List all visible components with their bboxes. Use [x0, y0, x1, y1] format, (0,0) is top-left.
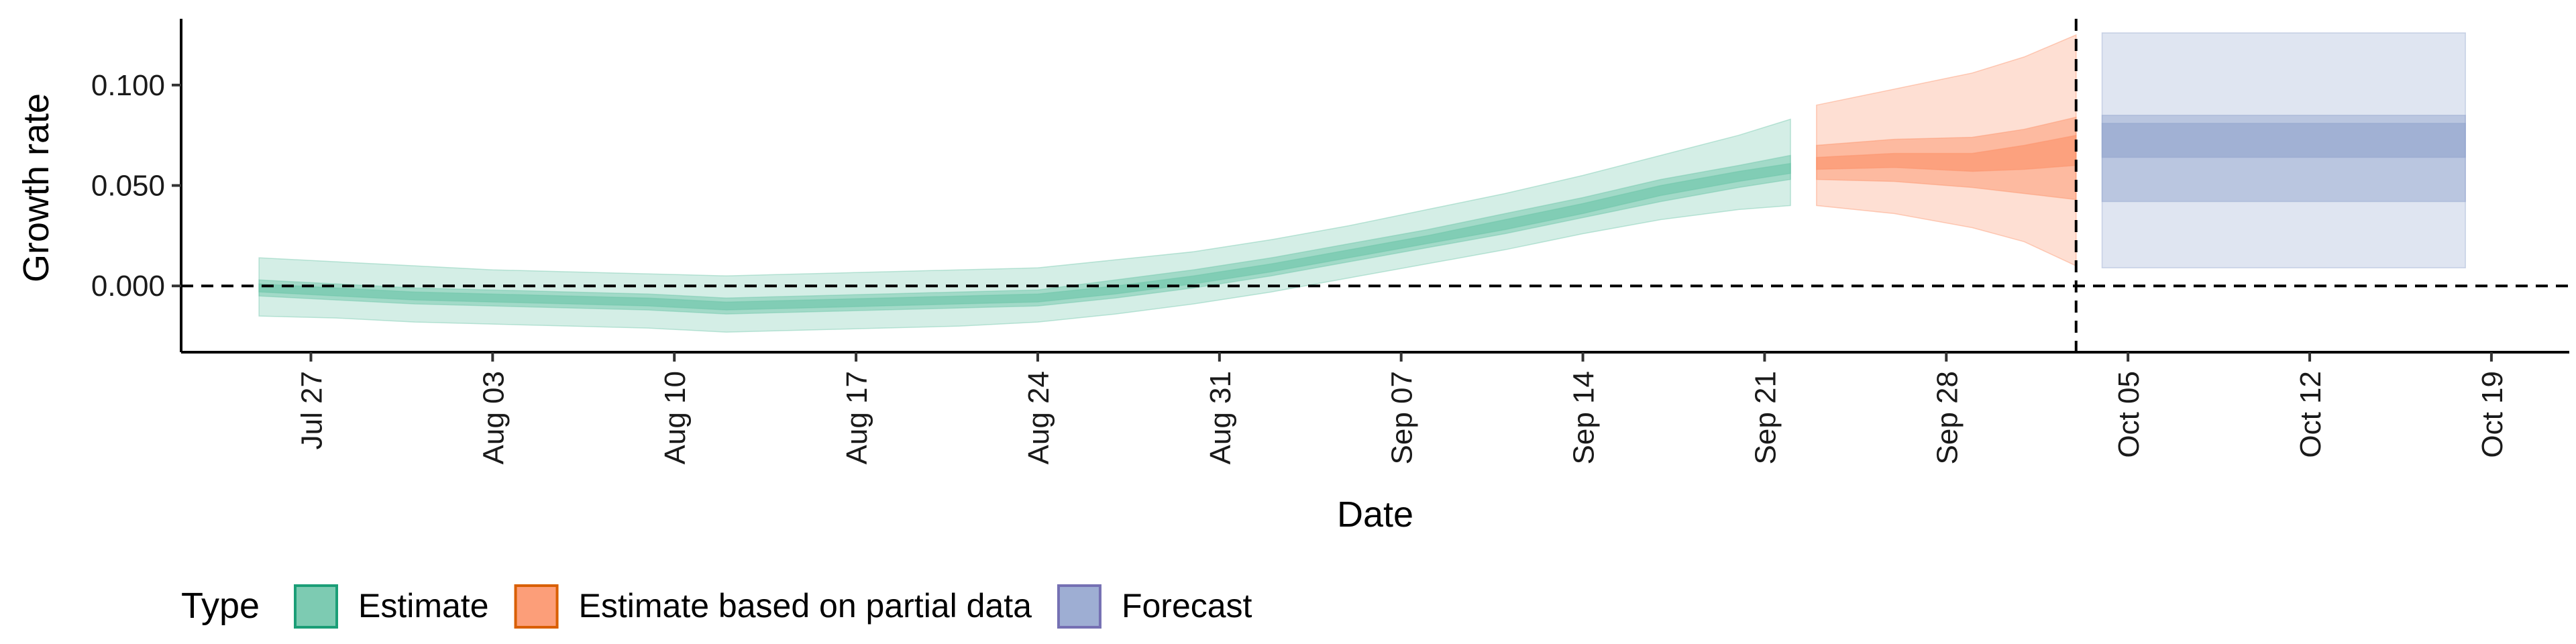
legend-label-estimate-based-on-partial-data: Estimate based on partial data [579, 587, 1032, 625]
y-tick-label: 0.050 [91, 170, 165, 203]
y-tick-label: 0.100 [91, 69, 165, 102]
x-tick-label: Sep 21 [1749, 371, 1782, 464]
x-tick-label: Sep 07 [1386, 371, 1419, 464]
legend-swatch-forecast [1057, 584, 1102, 629]
estimate-band-20 [258, 162, 1791, 311]
legend-swatch-estimate-based-on-partial-data [514, 584, 559, 629]
estimate-band-90 [258, 118, 1791, 333]
x-tick-label: Sep 14 [1568, 371, 1601, 464]
legend-label-forecast: Forecast [1122, 587, 1252, 625]
x-tick-label: Aug 31 [1204, 371, 1237, 464]
x-tick-label: Aug 24 [1022, 371, 1055, 464]
uncertainty-bands [258, 32, 2466, 333]
x-tick-label: Jul 27 [296, 371, 329, 449]
reference-lines [181, 19, 2569, 352]
x-tick-label: Oct 19 [2476, 371, 2509, 458]
x-tick-label: Oct 05 [2112, 371, 2145, 458]
x-tick-label: Sep 28 [1931, 371, 1964, 464]
x-axis-ticks: Jul 27 Aug 03 Aug 10 Aug 17 Aug 24 Aug 31 Sep … [296, 352, 2509, 464]
x-axis-title: Date [1337, 494, 1413, 535]
x-tick-label: Aug 10 [659, 371, 692, 464]
legend-label-estimate: Estimate [358, 587, 489, 625]
y-axis-title: Growth rate [16, 93, 56, 282]
y-axis-ticks: 0.000 0.050 0.100 [91, 69, 181, 303]
x-tick-label: Aug 17 [841, 371, 873, 464]
forecast-band-20 [2101, 122, 2466, 158]
legend-swatch-estimate [294, 584, 338, 629]
x-tick-label: Oct 12 [2294, 371, 2327, 458]
x-tick-label: Aug 03 [477, 371, 510, 464]
legend: Type Estimate Estimate based on partial da… [181, 584, 1252, 629]
legend-title: Type [181, 586, 260, 626]
y-tick-label: 0.000 [91, 270, 165, 303]
